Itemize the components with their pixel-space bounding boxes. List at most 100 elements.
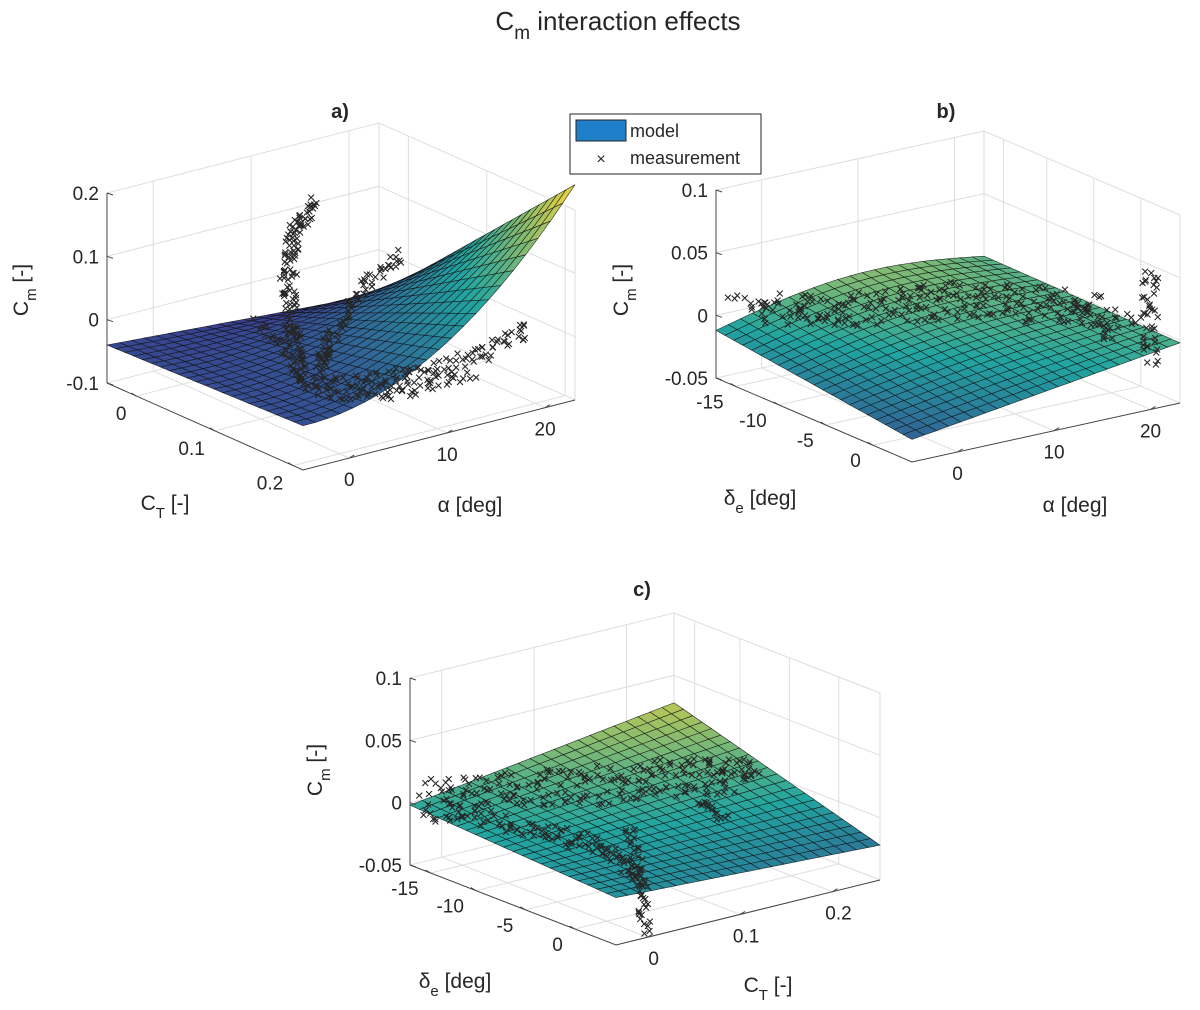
measurement-marker: × [285, 324, 294, 341]
measurement-marker: × [1003, 277, 1012, 294]
measurement-marker: × [410, 383, 419, 400]
measurement-marker: × [1145, 296, 1154, 313]
measurement-marker: × [377, 389, 386, 406]
measurement-marker: × [1099, 317, 1108, 334]
measurement-marker: × [292, 365, 301, 382]
measurement-marker: × [1005, 279, 1014, 296]
measurement-marker: × [280, 270, 289, 287]
measurement-marker: × [290, 297, 299, 314]
y-tick-label: 0 [952, 464, 963, 485]
measurement-marker: × [296, 224, 305, 241]
measurement-marker: × [1103, 315, 1112, 332]
measurement-marker: × [351, 368, 360, 385]
measurement-marker: × [724, 290, 733, 307]
measurement-marker: × [297, 361, 306, 378]
measurement-marker: × [286, 244, 295, 261]
measurement-marker: × [1145, 298, 1154, 315]
measurement-marker: × [347, 300, 356, 317]
measurement-marker: × [761, 315, 770, 332]
measurement-marker: × [1090, 287, 1099, 304]
measurement-marker: × [286, 224, 295, 241]
measurement-marker: × [447, 369, 456, 386]
measurement-marker: × [452, 353, 461, 370]
measurement-marker: × [335, 390, 344, 407]
measurement-marker: × [322, 377, 331, 394]
measurement-marker: × [792, 297, 801, 314]
measurement-marker: × [747, 299, 756, 316]
measurement-marker: × [280, 285, 289, 302]
z-axis-label: Cm [-] [10, 264, 40, 316]
measurement-marker: × [775, 286, 784, 303]
measurement-marker: × [286, 311, 295, 328]
measurement-marker: × [1064, 314, 1073, 331]
measurement-marker: × [332, 371, 341, 388]
measurement-marker: × [920, 312, 929, 329]
measurement-marker: × [276, 333, 285, 350]
measurement-marker: × [985, 306, 994, 323]
measurement-marker: × [301, 381, 310, 398]
measurement-marker: × [280, 248, 289, 265]
measurement-marker: × [1001, 280, 1010, 297]
measurement-marker: × [447, 364, 456, 381]
measurement-marker: × [290, 355, 299, 372]
measurement-marker: × [290, 323, 299, 340]
measurement-marker: × [288, 268, 297, 285]
measurement-marker: × [276, 270, 285, 287]
measurement-marker: × [894, 292, 903, 309]
measurement-marker: × [817, 291, 826, 308]
measurement-marker: × [806, 288, 815, 305]
measurement-marker: × [290, 238, 299, 255]
panel-title: c) [633, 579, 651, 601]
measurement-marker: × [339, 314, 348, 331]
measurement-marker: × [1033, 301, 1042, 318]
measurement-marker: × [291, 354, 300, 371]
measurement-marker: × [867, 309, 876, 326]
measurement-marker: × [416, 378, 425, 395]
measurement-marker: × [334, 331, 343, 348]
z-axis-label: Cm [-] [304, 744, 334, 796]
measurement-marker: × [283, 256, 292, 273]
measurement-marker: × [392, 249, 401, 266]
measurement-marker: × [398, 382, 407, 399]
measurement-marker: × [288, 229, 297, 246]
measurement-marker: × [290, 251, 299, 268]
measurement-marker: × [1085, 296, 1094, 313]
measurement-marker: × [320, 354, 329, 371]
measurement-marker: × [1148, 321, 1157, 338]
measurement-marker: × [914, 280, 923, 297]
measurement-marker: × [450, 366, 459, 383]
measurement-marker: × [336, 315, 345, 332]
measurement-marker: × [762, 300, 771, 317]
measurement-marker: × [325, 331, 334, 348]
measurement-marker: × [288, 265, 297, 282]
axes: 0.2 0.1 0 -0.1 0.2 0.1 0 0 10 20 [66, 184, 576, 495]
measurement-marker: × [494, 332, 503, 349]
measurement-marker: × [1139, 333, 1148, 350]
measurement-marker: × [1083, 302, 1092, 319]
measurement-marker: × [357, 273, 366, 290]
measurement-marker: × [884, 307, 893, 324]
measurement-marker: × [445, 796, 454, 813]
measurement-marker: × [841, 297, 850, 314]
measurement-marker: × [503, 338, 512, 355]
measurement-marker: × [394, 242, 403, 259]
measurement-marker: × [854, 285, 863, 302]
measurement-marker: × [443, 367, 452, 384]
measurement-marker: × [501, 326, 510, 343]
measurement-marker: × [405, 364, 414, 381]
measurement-marker: × [974, 309, 983, 326]
measurement-marker: × [311, 378, 320, 395]
measurement-marker: × [295, 210, 304, 227]
x-tick-label: 0 [552, 935, 563, 956]
measurement-marker: × [881, 300, 890, 317]
measurement-marker: × [1143, 354, 1152, 371]
measurement-marker: × [291, 248, 300, 265]
measurement-marker: × [286, 318, 295, 335]
measurement-marker: × [1032, 282, 1041, 299]
measurement-marker: × [328, 327, 337, 344]
panel-title: a) [331, 101, 349, 123]
gridline-z [715, 130, 1181, 216]
measurement-marker: × [291, 245, 300, 262]
measurement-marker: × [301, 358, 310, 375]
measurement-marker: × [956, 291, 965, 308]
